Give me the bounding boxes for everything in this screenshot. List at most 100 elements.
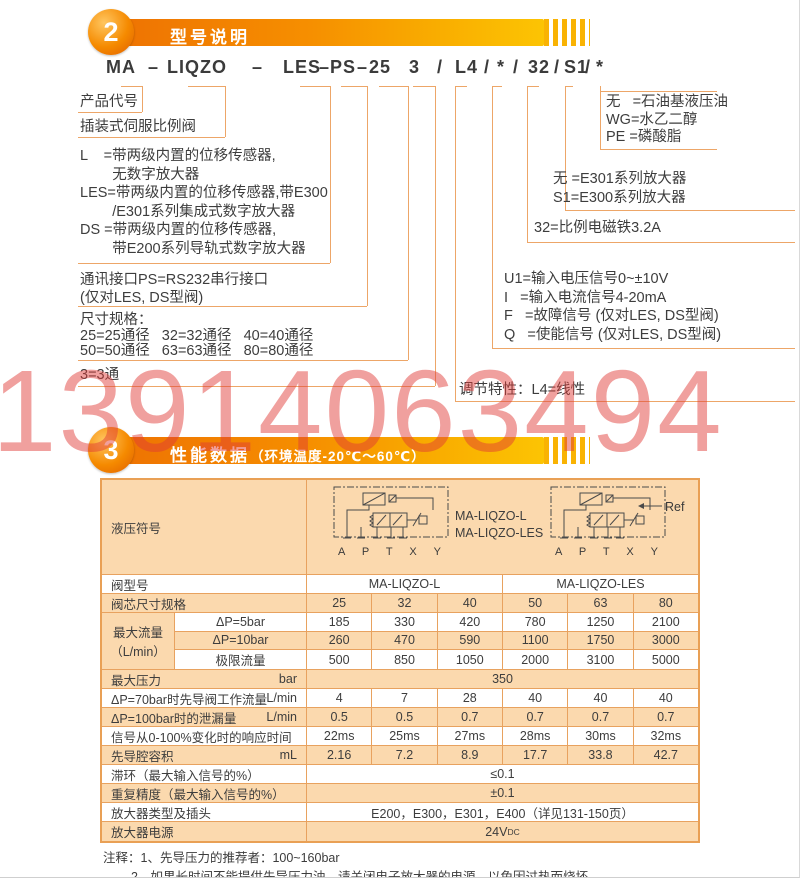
row-label: ΔP=100bar时的泄漏量 L/min [102,708,307,726]
label-sensor-options: L =带两级内置的位移传感器, 无数字放大器 LES=带两级内置的位移传感器,带E… [80,147,328,258]
spool-size-value: 25 [307,594,373,612]
label-sizes-line: 25=25通径 32=32通径 40=40通径 [80,327,314,344]
symbol-caption: MA-LIQZO-LES [455,526,544,540]
model-code-segment: L4 [455,57,479,77]
row-cell-value: 0.7 [438,708,503,726]
max-flow-value: 3000 [651,633,680,648]
hydraulic-symbol-l [333,486,449,539]
table-row-hydraulic-symbol: 液压符号 A P T X Y MA-LIQZO-L MA-LIQZO-LES A P T… [102,480,698,575]
max-flow-value: 330 [372,613,438,631]
row-label-text: ΔP=100bar时的泄漏量 [111,711,237,726]
label-ways: 3=3通 [80,366,119,384]
section3-title: 性能数据（环境温度-20℃～60℃） [170,441,426,466]
row-cell-value: 0.7 [657,710,675,724]
model-code-segment: 32 [528,57,551,77]
model-code-segment: PS [330,57,357,77]
label-valve-family: 插装式伺服比例阀 [80,118,196,136]
spool-size-value: 32 [372,594,438,612]
row-span-value: 24V DC [307,822,698,841]
model-code-segment: / [484,57,491,77]
label-fluid-type: 无 =石油基液压油 WG=水乙二醇 PE =磷酸脂 [606,94,728,147]
table-row: 重复精度（最大输入信号的%） ±0.1 [102,784,698,803]
model-code-segment: – [148,57,160,77]
leader-riser [565,86,566,210]
model-code-segment: LES [283,57,322,77]
section2-title: 型号说明 [170,28,250,47]
label-characteristic: 调节特性：L4=线性 [459,381,585,399]
label-sensor-options-line: DS =带两级内置的位移传感器, [80,222,277,238]
label-underline [78,386,435,387]
hydraulic-symbol-area: A P T X Y MA-LIQZO-L MA-LIQZO-LES A P T X Y… [307,480,698,574]
performance-table: 液压符号 A P T X Y MA-LIQZO-L MA-LIQZO-LES A P T… [100,478,700,843]
label-amplifier-series-line: S1=E300系列放大器 [553,189,686,206]
row-cell-value: 0.7 [568,708,634,726]
max-flow-value: 1100 [503,631,569,649]
row-cell-value: 8.9 [438,746,503,764]
label-sensor-options-line: 无数字放大器 [80,166,200,183]
row-cell-value: 7 [372,689,438,707]
row-label-text: 阀型号 [111,578,149,593]
table-row: 先导腔容积 mL 2.16 7.2 8.9 17.7 33.8 42.7 [102,746,698,765]
label-sizes-line: 尺寸规格： [80,312,153,328]
label-underline [78,137,225,138]
max-flow-value: 1750 [568,631,634,649]
label-ways-line: 3=3通 [80,367,120,383]
max-flow-subrow: ΔP=10bar 260 470 590 1100 1750 3000 [175,631,698,650]
row-label: 放大器电源 [102,822,307,841]
row-span-text: E200，E300，E301，E400（详见131-150页） [371,806,634,821]
row-label-text: 重复精度（最大输入信号的%） [111,787,285,802]
leader-riser [455,86,456,401]
max-flow-value: 260 [307,631,373,649]
row-cell-value: 40 [503,689,569,707]
row-label-text: ΔP=70bar时先导阀工作流量 [111,692,267,707]
max-flow-subrow-label: 极限流量 [175,650,307,669]
row-label: 信号从0-100%变化时的响应时间 [102,727,307,745]
label-underline [78,263,330,264]
label-solenoid-line: 32=比例电磁铁3.2A [534,220,661,236]
ref-label: Ref [665,500,685,514]
max-flow-label: 最大流量 （L/min） [102,613,175,669]
max-flow-value: 5000 [651,652,680,667]
row-label: 滞环（最大输入信号的%） [102,765,307,783]
table-row-spool-size: 阀芯尺寸规格 25 32 40 50 63 80 [102,594,698,613]
row-cell-value: 0.7 [503,708,569,726]
row-label: 阀型号 [102,575,307,593]
leader-jog [413,86,435,87]
label-product-code: 产品代号 [80,93,138,111]
valve-model-value: MA-LIQZO-L [307,575,503,593]
row-unit: mL [279,748,297,762]
row-label-text: 放大器电源 [111,826,174,840]
leader-riser [142,86,143,112]
row-cell-value: 4 [307,689,373,707]
row-unit: bar [278,672,297,686]
label-underline [455,401,795,402]
max-flow-subrow: ΔP=5bar 185 330 420 780 1250 2100 [175,613,698,632]
max-flow-value: 850 [372,650,438,669]
leader-riser [330,86,331,263]
leader-riser [367,86,368,306]
label-underline [78,112,142,113]
row-label-text: 阀芯尺寸规格 [111,597,187,612]
label-underline [78,360,408,361]
section2-banner: 2 型号说明 [0,0,799,56]
row-span-value: ≤0.1 [307,765,698,783]
max-flow-subrow-label: ΔP=5bar [175,613,307,631]
row-cell-value: 0.5 [307,708,373,726]
section3-banner: 3 性能数据（环境温度-20℃～60℃） [0,414,799,473]
label-sizes: 尺寸规格： 25=25通径 32=32通径 40=40通径 50=50通径 63=6… [80,312,314,360]
leader-jog [455,86,467,87]
label-fluid-type-line: 无 =石油基液压油 [606,94,729,110]
row-span-subscript: DC [507,826,520,837]
row-cell-value: 0.5 [372,708,438,726]
leader-riser [600,86,601,92]
label-sensor-options-line: L =带两级内置的位移传感器, [80,148,276,164]
table-row: ΔP=100bar时的泄漏量 L/min 0.5 0.5 0.7 0.7 0.7 0.7 [102,708,698,727]
row-label: 先导腔容积 mL [102,746,307,764]
row-cell-value: 25ms [372,727,438,745]
section3-title-text: 性能数据 [170,446,250,465]
leader-jog [121,86,142,87]
max-flow-subrow: 极限流量 500 850 1050 2000 3100 5000 [175,650,698,669]
leader-jog [527,86,539,87]
row-label-text: 先导腔容积 [111,749,174,764]
